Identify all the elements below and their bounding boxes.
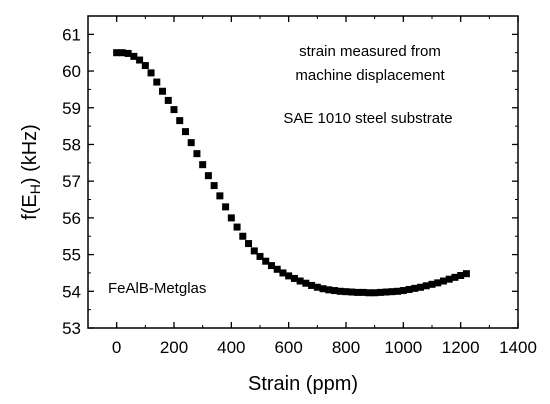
- data-point: [302, 279, 310, 287]
- plot-frame: [87, 15, 519, 329]
- y-axis-title-sub: H: [27, 184, 43, 194]
- tick-labels: 0 200 400 600 800 1000 1200 1400 53 54 55 56 57 58 59 6…: [62, 25, 537, 357]
- data-point: [141, 62, 149, 70]
- data-point: [159, 87, 167, 95]
- data-point: [353, 288, 361, 296]
- data-point: [365, 289, 373, 297]
- data-point: [273, 265, 281, 273]
- y-tick-label: 53: [62, 319, 81, 338]
- data-point: [153, 78, 161, 86]
- data-point: [187, 139, 195, 147]
- data-point: [434, 279, 442, 287]
- x-axis-title: Strain (ppm): [248, 373, 358, 395]
- annotation-material: FeAlB-Metglas: [108, 280, 206, 297]
- data-point: [313, 283, 321, 291]
- data-point: [411, 284, 419, 292]
- data-point: [118, 49, 126, 57]
- y-tick-label: 60: [62, 62, 81, 81]
- data-point: [382, 288, 390, 296]
- data-point: [239, 232, 247, 240]
- y-tick-label: 59: [62, 99, 81, 118]
- data-points: [113, 49, 470, 297]
- data-point: [279, 269, 287, 277]
- data-point: [130, 52, 138, 60]
- data-point: [170, 106, 178, 114]
- annotation-substrate: SAE 1010 steel substrate: [283, 110, 452, 127]
- data-point: [136, 56, 144, 64]
- y-axis-title-tail: ) (kHz): [19, 124, 41, 184]
- data-point: [342, 288, 350, 296]
- y-axis-title-main: f(E: [19, 194, 41, 220]
- data-point: [405, 285, 413, 293]
- x-tick-label: 1200: [442, 338, 480, 357]
- data-point: [113, 49, 121, 57]
- ticks: [87, 15, 519, 329]
- data-point: [428, 280, 436, 288]
- data-point: [457, 272, 465, 280]
- data-point: [439, 277, 447, 285]
- y-tick-label: 61: [62, 25, 81, 44]
- data-point: [376, 288, 384, 296]
- data-point: [325, 286, 333, 294]
- data-point: [176, 117, 184, 125]
- data-point: [388, 288, 396, 296]
- data-point: [181, 128, 189, 136]
- annotation-line1: strain measured from: [299, 43, 441, 60]
- data-point: [348, 288, 356, 296]
- annotation-line2: machine displacement: [295, 67, 445, 84]
- data-point: [210, 182, 218, 190]
- data-point: [124, 49, 132, 57]
- data-point: [164, 96, 172, 104]
- data-point: [394, 287, 402, 295]
- x-tick-label: 1400: [499, 338, 537, 357]
- data-point: [227, 214, 235, 222]
- data-point: [359, 288, 367, 296]
- y-tick-label: 58: [62, 135, 81, 154]
- y-tick-label: 56: [62, 209, 81, 228]
- data-point: [267, 262, 275, 270]
- data-point: [462, 270, 470, 278]
- data-point: [445, 275, 453, 283]
- data-point: [216, 192, 224, 200]
- data-point: [422, 282, 430, 290]
- data-point: [336, 287, 344, 295]
- data-point: [308, 281, 316, 289]
- data-point: [451, 273, 459, 281]
- x-tick-label: 400: [217, 338, 245, 357]
- data-point: [199, 161, 207, 169]
- y-tick-label: 54: [62, 282, 81, 301]
- data-point: [256, 252, 264, 260]
- data-point: [193, 150, 201, 158]
- data-point: [147, 69, 155, 77]
- x-tick-label: 200: [160, 338, 188, 357]
- data-point: [399, 287, 407, 295]
- data-point: [285, 272, 293, 280]
- data-point: [204, 172, 212, 180]
- y-tick-label: 55: [62, 246, 81, 265]
- data-point: [233, 223, 241, 231]
- x-tick-label: 1000: [384, 338, 422, 357]
- y-axis-title: f(EH) (kHz): [19, 124, 43, 220]
- data-point: [222, 203, 230, 211]
- y-tick-label: 57: [62, 172, 81, 191]
- data-point: [245, 240, 253, 248]
- data-point: [319, 285, 327, 293]
- data-point: [331, 287, 339, 295]
- x-tick-label: 600: [274, 338, 302, 357]
- data-point: [371, 289, 379, 297]
- data-point: [290, 274, 298, 282]
- data-point: [250, 247, 258, 255]
- data-point: [262, 257, 270, 265]
- x-tick-label: 0: [112, 338, 121, 357]
- data-point: [296, 277, 304, 285]
- x-tick-label: 800: [332, 338, 360, 357]
- data-point: [417, 283, 425, 291]
